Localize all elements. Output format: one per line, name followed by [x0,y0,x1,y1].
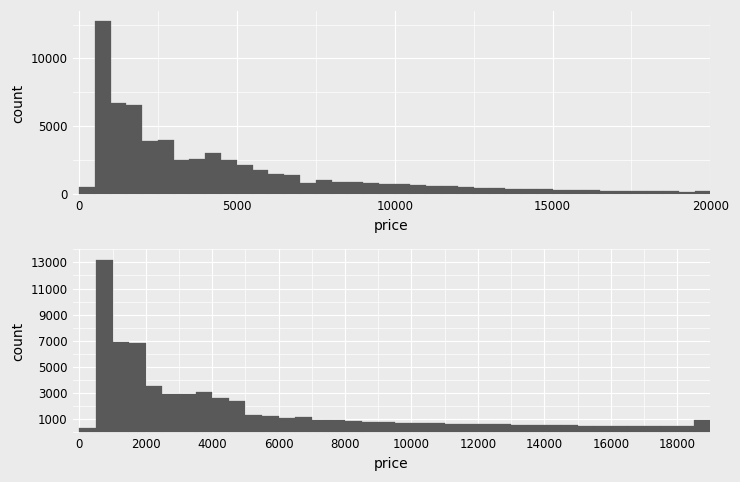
Bar [195,392,212,432]
Bar [110,103,127,194]
Bar [79,187,95,194]
Bar [129,343,146,432]
Bar [426,186,442,194]
Bar [362,422,378,432]
Bar [474,188,489,194]
Bar [205,153,221,194]
Bar [96,260,112,432]
Bar [628,426,644,432]
Bar [127,105,142,194]
Bar [174,160,189,194]
Bar [478,424,494,432]
Bar [428,423,445,432]
Bar [252,170,269,194]
Bar [677,427,694,432]
Bar [545,425,561,432]
Bar [395,423,411,432]
Bar [284,175,300,194]
Bar [461,424,478,432]
Bar [661,426,677,432]
Bar [347,182,363,194]
Bar [536,189,553,194]
Bar [528,425,545,432]
Bar [378,422,395,432]
Bar [411,185,426,194]
Bar [262,416,278,432]
Bar [189,159,205,194]
Bar [246,415,262,432]
Bar [295,417,312,432]
Bar [79,428,96,432]
Bar [584,190,600,194]
Bar [316,180,332,194]
Bar [553,190,568,194]
Bar [561,426,577,432]
Bar [379,184,394,194]
Bar [345,421,362,432]
Bar [229,402,246,432]
Bar [494,424,511,432]
Bar [663,191,679,194]
X-axis label: price: price [374,219,408,233]
Bar [278,418,295,432]
Bar [146,387,162,432]
Bar [445,424,461,432]
Y-axis label: count: count [11,322,25,361]
Bar [648,191,663,194]
Bar [695,191,710,194]
Bar [112,342,129,432]
Bar [221,160,237,194]
Bar [329,420,345,432]
Bar [616,191,631,194]
Bar [237,165,252,194]
Y-axis label: count: count [11,83,25,123]
Bar [594,426,610,432]
Bar [521,189,536,194]
Bar [411,423,428,432]
X-axis label: price: price [374,457,408,471]
Bar [363,183,379,194]
Bar [505,188,521,194]
Bar [442,187,458,194]
Bar [142,141,158,194]
Bar [212,398,229,432]
Bar [158,140,174,194]
Bar [394,185,411,194]
Bar [300,183,316,194]
Bar [631,191,648,194]
Bar [489,188,505,194]
Bar [577,426,594,432]
Bar [179,394,195,432]
Bar [511,425,528,432]
Bar [269,174,284,194]
Bar [610,426,628,432]
Bar [162,394,179,432]
Bar [679,191,695,194]
Bar [568,190,584,194]
Bar [600,190,616,194]
Bar [95,21,110,194]
Bar [694,420,710,432]
Bar [644,426,661,432]
Bar [458,187,474,194]
Bar [332,182,347,194]
Bar [312,420,329,432]
